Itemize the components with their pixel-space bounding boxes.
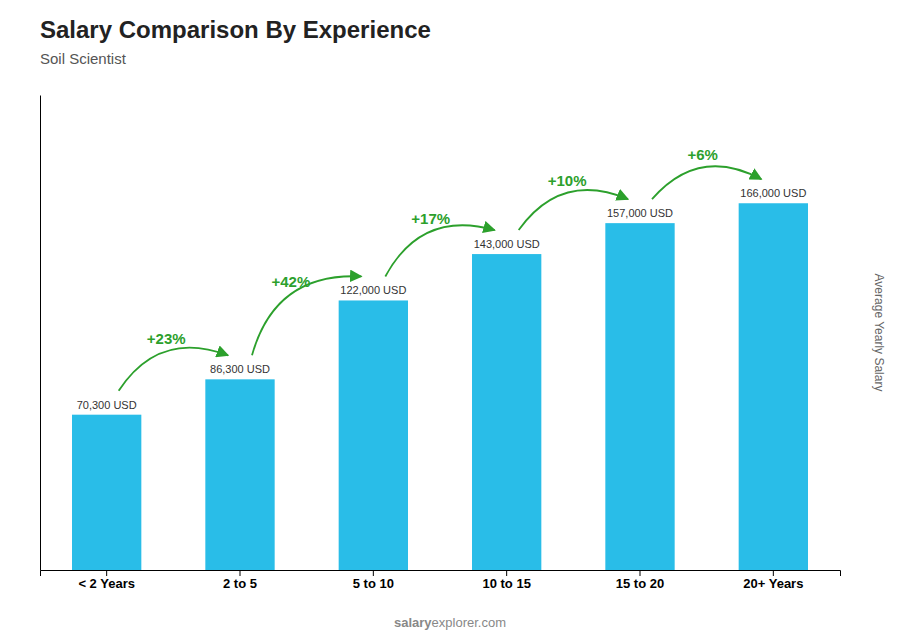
bar	[205, 379, 274, 570]
bar	[472, 254, 541, 570]
x-tick-label: 10 to 15	[482, 576, 530, 591]
x-tick-label: 2 to 5	[223, 576, 257, 591]
data-label: 143,000 USD	[474, 238, 540, 250]
plot-area: < 2 Years 2 to 5 5 to 10 10 to 15 15 to 20 20…	[41, 96, 841, 592]
x-tick: < 2 Years	[78, 570, 135, 591]
change-arrow	[519, 190, 628, 230]
change-arrow	[119, 348, 228, 391]
x-tick: 2 to 5	[223, 570, 257, 591]
x-tick-label: < 2 Years	[78, 576, 135, 591]
x-tick: 10 to 15	[482, 570, 530, 591]
x-tick-label: 20+ Years	[743, 576, 803, 591]
change-label: +23%	[147, 330, 186, 347]
x-axis-line	[41, 571, 841, 577]
data-label: 86,300 USD	[210, 363, 270, 375]
x-tick: 15 to 20	[616, 570, 664, 591]
x-tick: 20+ Years	[743, 570, 803, 591]
bar	[739, 203, 808, 570]
watermark: salaryexplorer.com	[394, 615, 506, 630]
x-tick-mark	[773, 570, 774, 576]
x-tick-label: 15 to 20	[616, 576, 664, 591]
bar	[72, 415, 141, 570]
data-label: 122,000 USD	[340, 284, 406, 296]
x-tick-label: 5 to 10	[353, 576, 394, 591]
data-labels: 70,300 USD 86,300 USD 122,000 USD 143,000 U…	[77, 187, 807, 410]
watermark-part: explorer.com	[432, 615, 506, 630]
bar	[339, 300, 408, 570]
y-axis-title: Average Yearly Salary	[872, 274, 886, 392]
data-label: 157,000 USD	[607, 207, 673, 219]
x-tick-mark	[640, 570, 641, 576]
bar	[605, 223, 674, 570]
change-arrow	[652, 166, 761, 199]
change-label: +10%	[548, 172, 587, 189]
change-arrow	[385, 225, 494, 276]
x-tick-mark	[240, 570, 241, 576]
change-label: +42%	[271, 273, 310, 290]
x-tick-mark	[373, 570, 374, 576]
x-tick: 5 to 10	[353, 570, 394, 591]
chart: Salary Comparison By Experience Soil Scie…	[0, 0, 900, 641]
data-label: 166,000 USD	[740, 187, 806, 199]
data-label: 70,300 USD	[77, 399, 137, 411]
watermark-part: salary	[394, 615, 432, 630]
x-tick-mark	[106, 570, 107, 576]
x-axis: < 2 Years 2 to 5 5 to 10 10 to 15 15 to 20 20…	[41, 570, 841, 591]
y-axis-line	[40, 96, 41, 571]
subtitle: Soil Scientist	[40, 50, 127, 67]
title: Salary Comparison By Experience	[40, 16, 431, 43]
x-tick-mark	[506, 570, 507, 576]
change-label: +17%	[411, 210, 450, 227]
change-annotations: +23% +42% +17% +10% +6%	[119, 146, 762, 390]
change-label: +6%	[687, 146, 717, 163]
y-axis	[40, 96, 41, 571]
bars	[72, 203, 808, 570]
